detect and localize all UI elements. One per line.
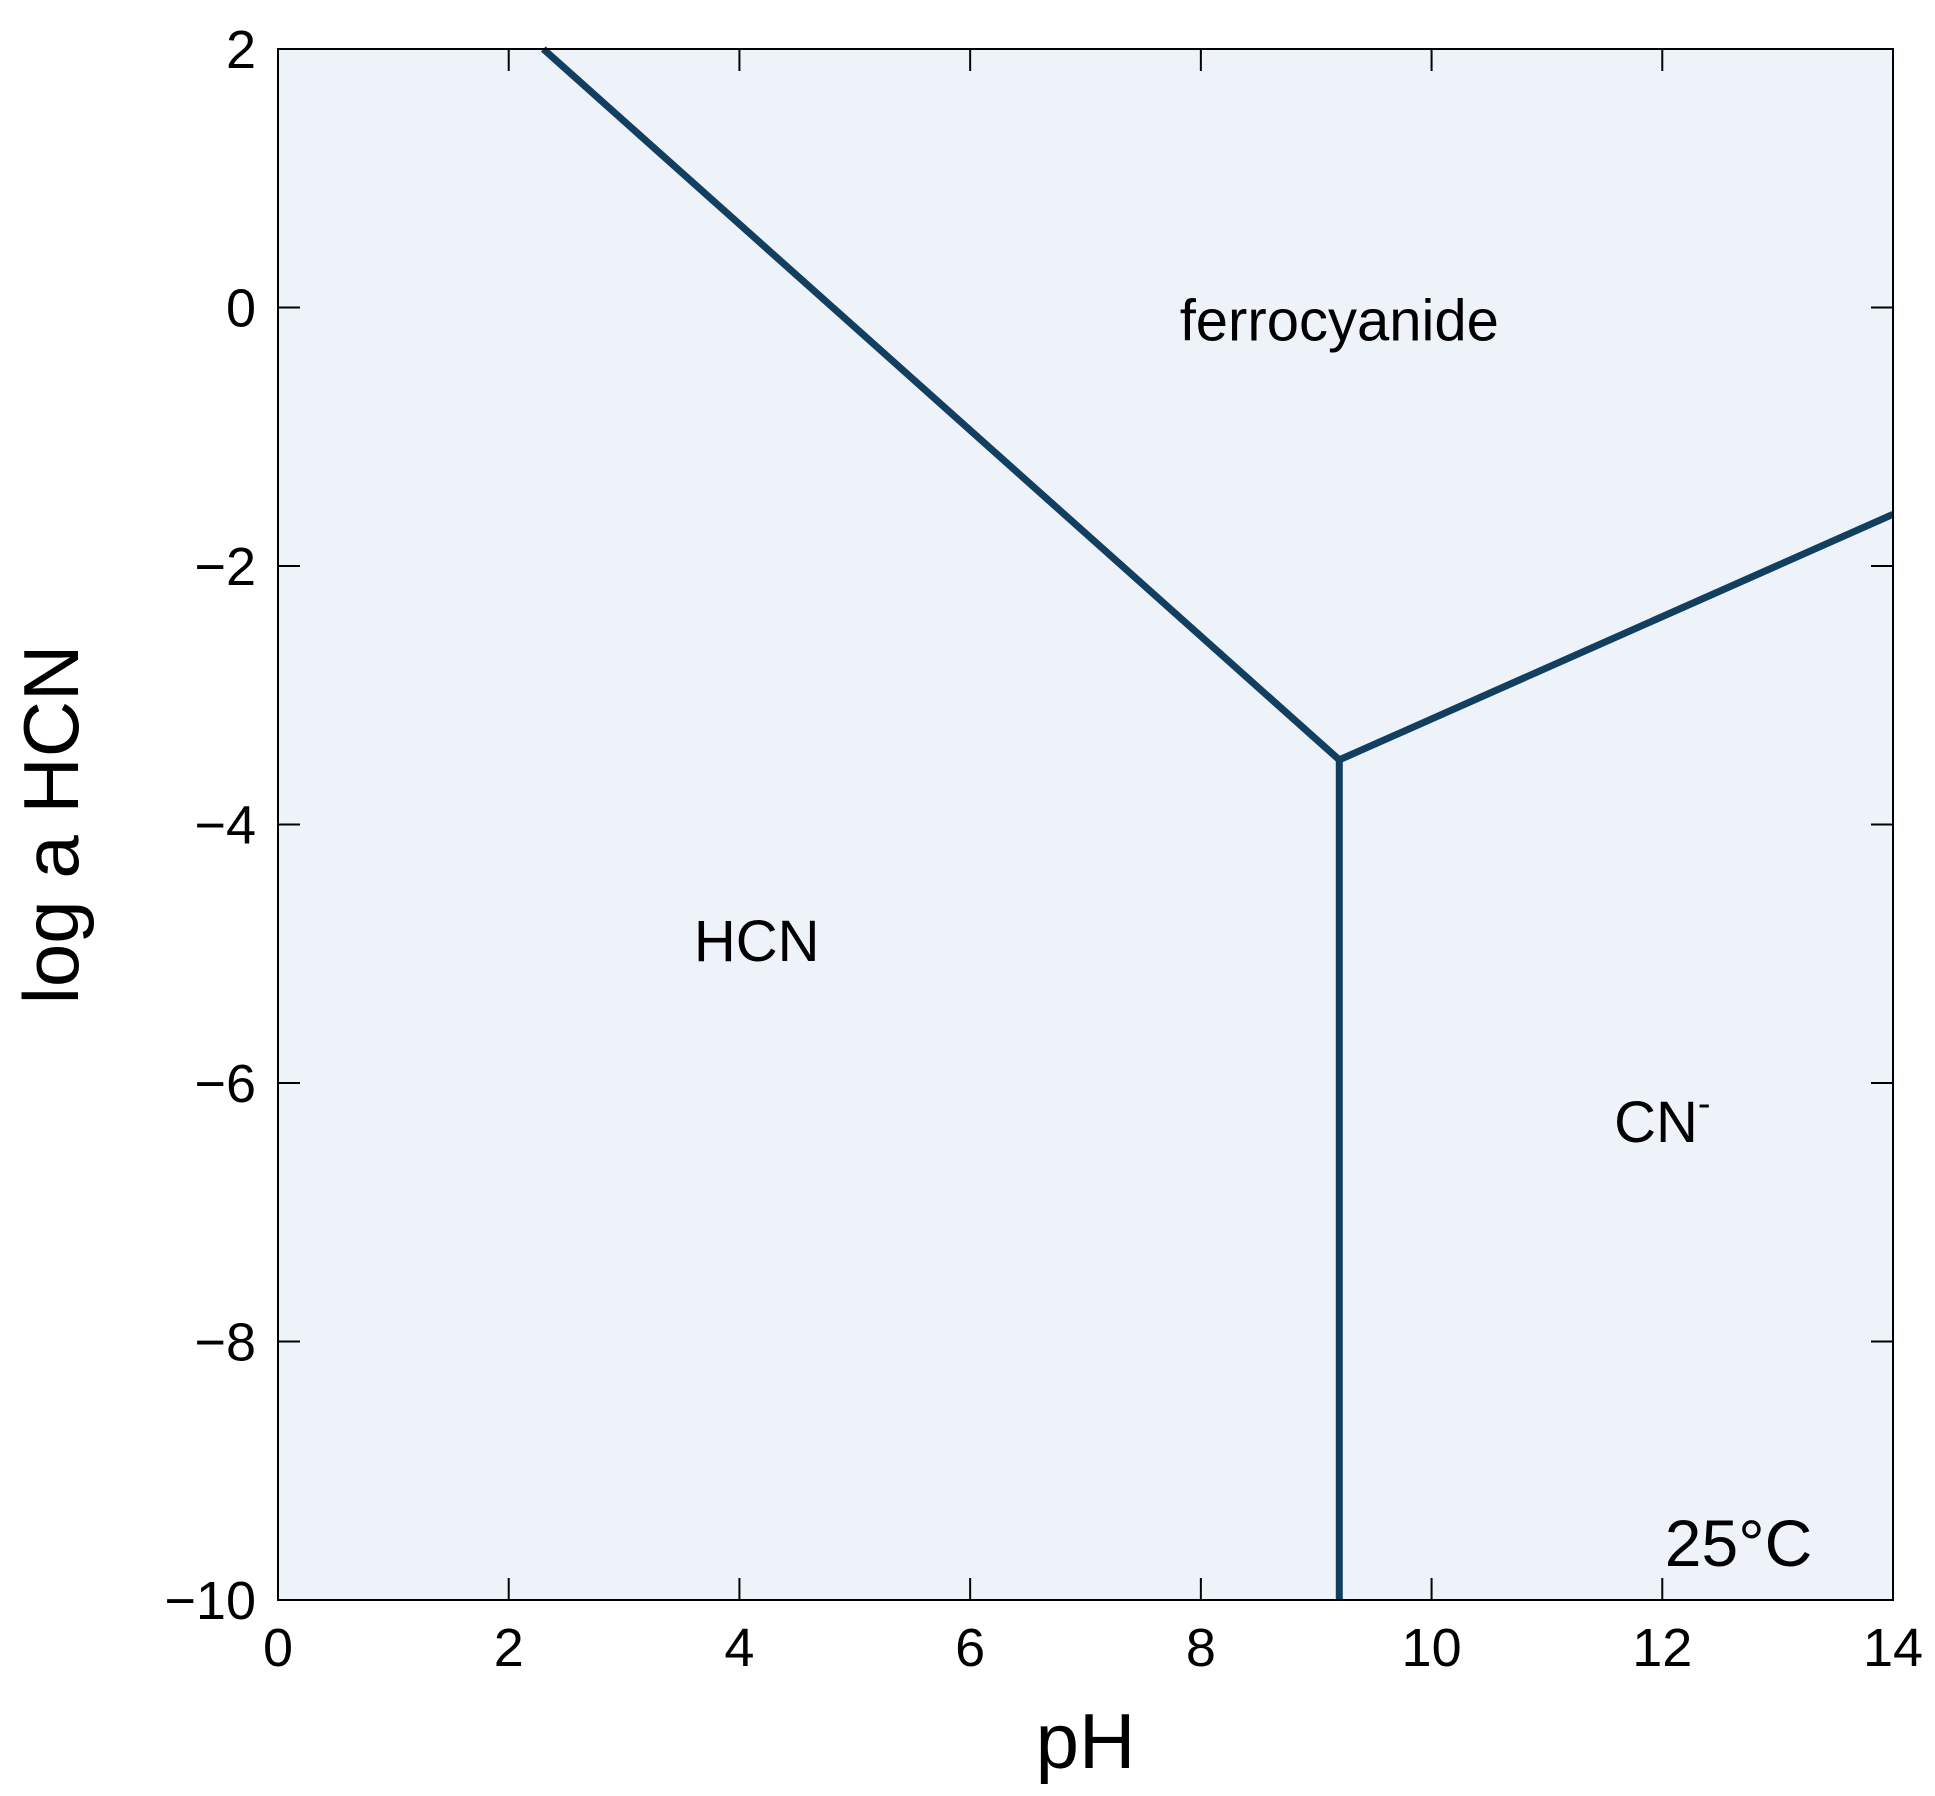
x-tick-label: 10 (1402, 1618, 1462, 1678)
x-tick-label: 12 (1632, 1618, 1692, 1678)
region-label: HCN (694, 909, 820, 974)
x-tick-label: 2 (494, 1618, 524, 1678)
x-tick-label: 6 (955, 1618, 985, 1678)
plot-area (278, 49, 1893, 1600)
x-axis-title: pH (1036, 1697, 1136, 1785)
y-tick-label: −8 (194, 1313, 256, 1373)
x-tick-label: 8 (1186, 1618, 1216, 1678)
y-tick-label: −10 (164, 1571, 256, 1631)
y-axis-title: log a HCN (7, 645, 95, 1005)
x-tick-label: 14 (1863, 1618, 1923, 1678)
region-label: ferrocyanide (1180, 288, 1499, 353)
region-label: CN- (1614, 1083, 1710, 1155)
y-tick-label: −2 (194, 537, 256, 597)
temperature-annotation: 25°C (1665, 1506, 1812, 1580)
boundary-lines (540, 46, 1895, 1600)
boundary-line (1337, 511, 1895, 764)
y-tick-label: 0 (226, 279, 256, 339)
plot-frame (277, 48, 1894, 1601)
region-labels: ferrocyanide HCN CN- (694, 288, 1711, 1154)
y-tick-label: −4 (194, 796, 256, 856)
tick-labels: 0 2 4 6 8 10 12 14 −10 −8 −6 −4 −2 0 2 (164, 20, 1923, 1678)
x-tick-label: 4 (724, 1618, 754, 1678)
y-tick-label: −6 (194, 1054, 256, 1114)
boundary-line (540, 46, 1342, 763)
y-tick-label: 2 (226, 20, 256, 80)
x-tick-label: 0 (263, 1618, 293, 1678)
